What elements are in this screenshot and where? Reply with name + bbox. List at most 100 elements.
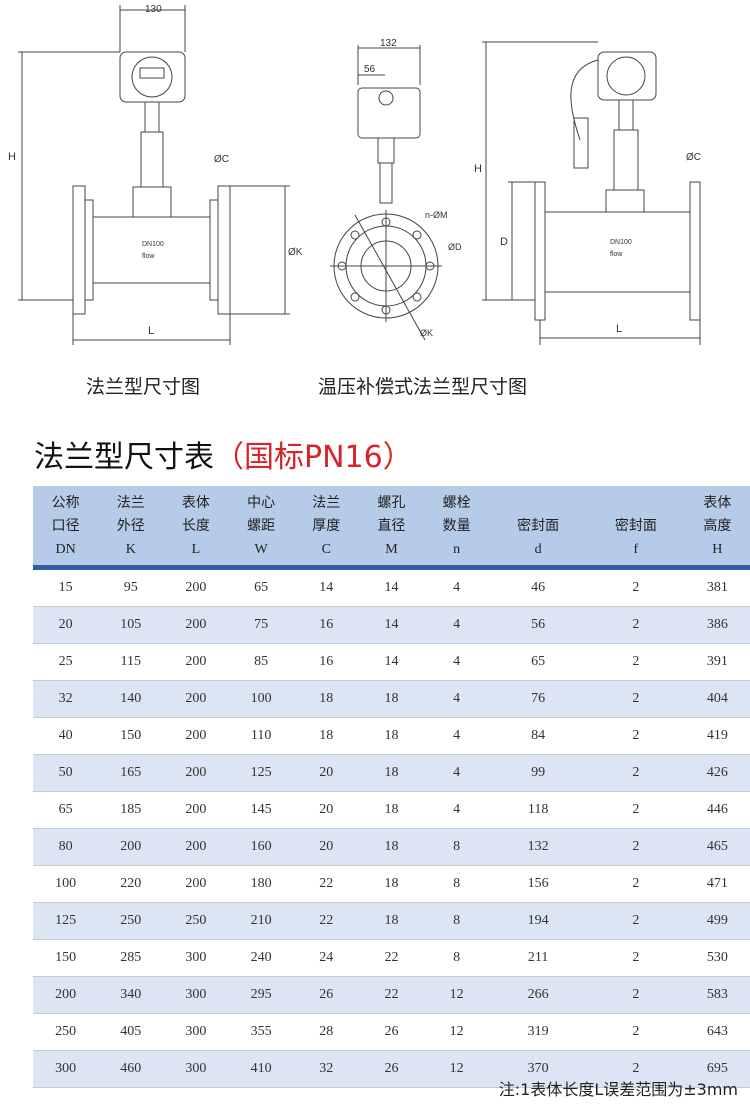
- table-cell: 12: [424, 1013, 490, 1051]
- table-row: 32 140 200 100 18 18 4 76 2 404: [33, 680, 750, 718]
- table-cell: 295: [228, 976, 294, 1014]
- table-cell: 8: [424, 939, 490, 977]
- table-cell: 95: [98, 567, 164, 607]
- column-header: 密封面 d: [489, 486, 587, 570]
- table-row: 80 200 200 160 20 18 8 132 2 465: [33, 828, 750, 866]
- header-l1: [587, 492, 685, 515]
- table-cell: 22: [293, 902, 359, 940]
- table-cell: 56: [489, 606, 587, 644]
- table-cell: 210: [228, 902, 294, 940]
- table-cell: 20: [293, 791, 359, 829]
- header-l2: 直径: [377, 518, 406, 534]
- table-cell: 4: [424, 791, 490, 829]
- table-row: 250 405 300 355 28 26 12 319 2 643: [33, 1013, 750, 1051]
- dim-height-3: H: [474, 163, 482, 175]
- table-cell: 8: [424, 865, 490, 903]
- table-cell: 26: [358, 1050, 425, 1088]
- table-row: 50 165 200 125 20 18 4 99 2 426: [33, 754, 750, 792]
- table-cell: 125: [228, 754, 294, 792]
- column-header: 密封面 f: [586, 486, 685, 570]
- footnote: 注:1表体长度L误差范围为±3mm: [498, 1080, 738, 1099]
- table-cell: 410: [228, 1050, 294, 1088]
- nameplate-text-2: DN100: [610, 239, 632, 246]
- table-cell: 2: [586, 865, 685, 903]
- table-cell: 32: [33, 680, 99, 718]
- table-row: 200 340 300 295 26 22 12 266 2 583: [33, 976, 750, 1014]
- header-l2: 长度: [181, 518, 210, 534]
- column-header: 表体 高度 H: [684, 486, 750, 570]
- table-cell: 250: [163, 902, 229, 940]
- table-cell: 211: [489, 939, 587, 977]
- table-cell: 14: [358, 606, 425, 644]
- dim-holes: n-ØM: [425, 210, 448, 220]
- header-l1: 表体: [181, 495, 210, 511]
- column-header: 螺孔 直径 M: [358, 486, 425, 570]
- header-sym: C: [321, 542, 331, 557]
- table-cell: 2: [586, 828, 685, 866]
- header-l1: 螺孔: [377, 495, 406, 511]
- table-cell: 4: [424, 717, 490, 755]
- table-cell: 200: [98, 828, 164, 866]
- header-sym: K: [125, 542, 136, 557]
- dim-length: L: [148, 325, 154, 337]
- table-cell: 471: [684, 865, 750, 903]
- table-cell: 465: [684, 828, 750, 866]
- table-cell: 84: [489, 717, 587, 755]
- temp-pressure-drawing: DN100 flow H D ØC L: [474, 41, 701, 345]
- temp-drawing-caption: 温压补偿式法兰型尺寸图: [318, 376, 528, 398]
- table-cell: 150: [33, 939, 99, 977]
- column-header: 公称 口径 DN: [33, 486, 99, 570]
- table-cell: 2: [586, 791, 685, 829]
- table-cell: 200: [163, 717, 229, 755]
- flow-text-2: flow: [610, 251, 623, 258]
- table-cell: 460: [98, 1050, 164, 1088]
- table-cell: 99: [489, 754, 587, 792]
- header-l1: 表体: [703, 495, 732, 511]
- table-cell: 405: [98, 1013, 164, 1051]
- header-l2: 密封面: [517, 518, 560, 534]
- table-cell: 18: [293, 717, 359, 755]
- table-cell: 200: [163, 828, 229, 866]
- table-cell: 250: [33, 1013, 99, 1051]
- table-cell: 115: [98, 643, 164, 681]
- table-cell: 4: [424, 754, 490, 792]
- header-l2: 数量: [442, 518, 471, 534]
- table-cell: 18: [358, 791, 425, 829]
- table-cell: 695: [684, 1050, 750, 1088]
- table-cell: 18: [358, 865, 425, 903]
- column-header: 中心 螺距 W: [228, 486, 294, 570]
- table-cell: 28: [293, 1013, 359, 1051]
- table-row: 100 220 200 180 22 18 8 156 2 471: [33, 865, 750, 903]
- table-cell: 14: [358, 567, 425, 607]
- table-cell: 16: [293, 643, 359, 681]
- header-l1: 法兰: [312, 495, 341, 511]
- header-l2: 螺距: [247, 518, 276, 534]
- header-sym: DN: [55, 542, 76, 557]
- table-row: 125 250 250 210 22 18 8 194 2 499: [33, 902, 750, 940]
- table-cell: 530: [684, 939, 750, 977]
- table-cell: 22: [358, 939, 425, 977]
- table-cell: 145: [228, 791, 294, 829]
- table-cell: 2: [586, 1013, 685, 1051]
- header-sym: H: [712, 542, 723, 557]
- table-cell: 319: [489, 1013, 587, 1051]
- table-cell: 160: [228, 828, 294, 866]
- table-cell: 200: [163, 754, 229, 792]
- table-cell: 2: [586, 643, 685, 681]
- table-cell: 26: [358, 1013, 425, 1051]
- table-cell: 100: [33, 865, 99, 903]
- table-cell: 20: [293, 754, 359, 792]
- table-cell: 25: [33, 643, 99, 681]
- table-cell: 18: [358, 717, 425, 755]
- header-l2: 外径: [116, 518, 145, 534]
- table-cell: 2: [586, 680, 685, 718]
- table-cell: 200: [163, 680, 229, 718]
- table-cell: 32: [293, 1050, 359, 1088]
- table-cell: 300: [33, 1050, 99, 1088]
- table-cell: 446: [684, 791, 750, 829]
- header-l1: [489, 492, 587, 515]
- table-cell: 14: [293, 567, 359, 607]
- table-cell: 2: [586, 606, 685, 644]
- side-view-drawing: 132 56 n-ØM ØD ØK: [330, 38, 462, 341]
